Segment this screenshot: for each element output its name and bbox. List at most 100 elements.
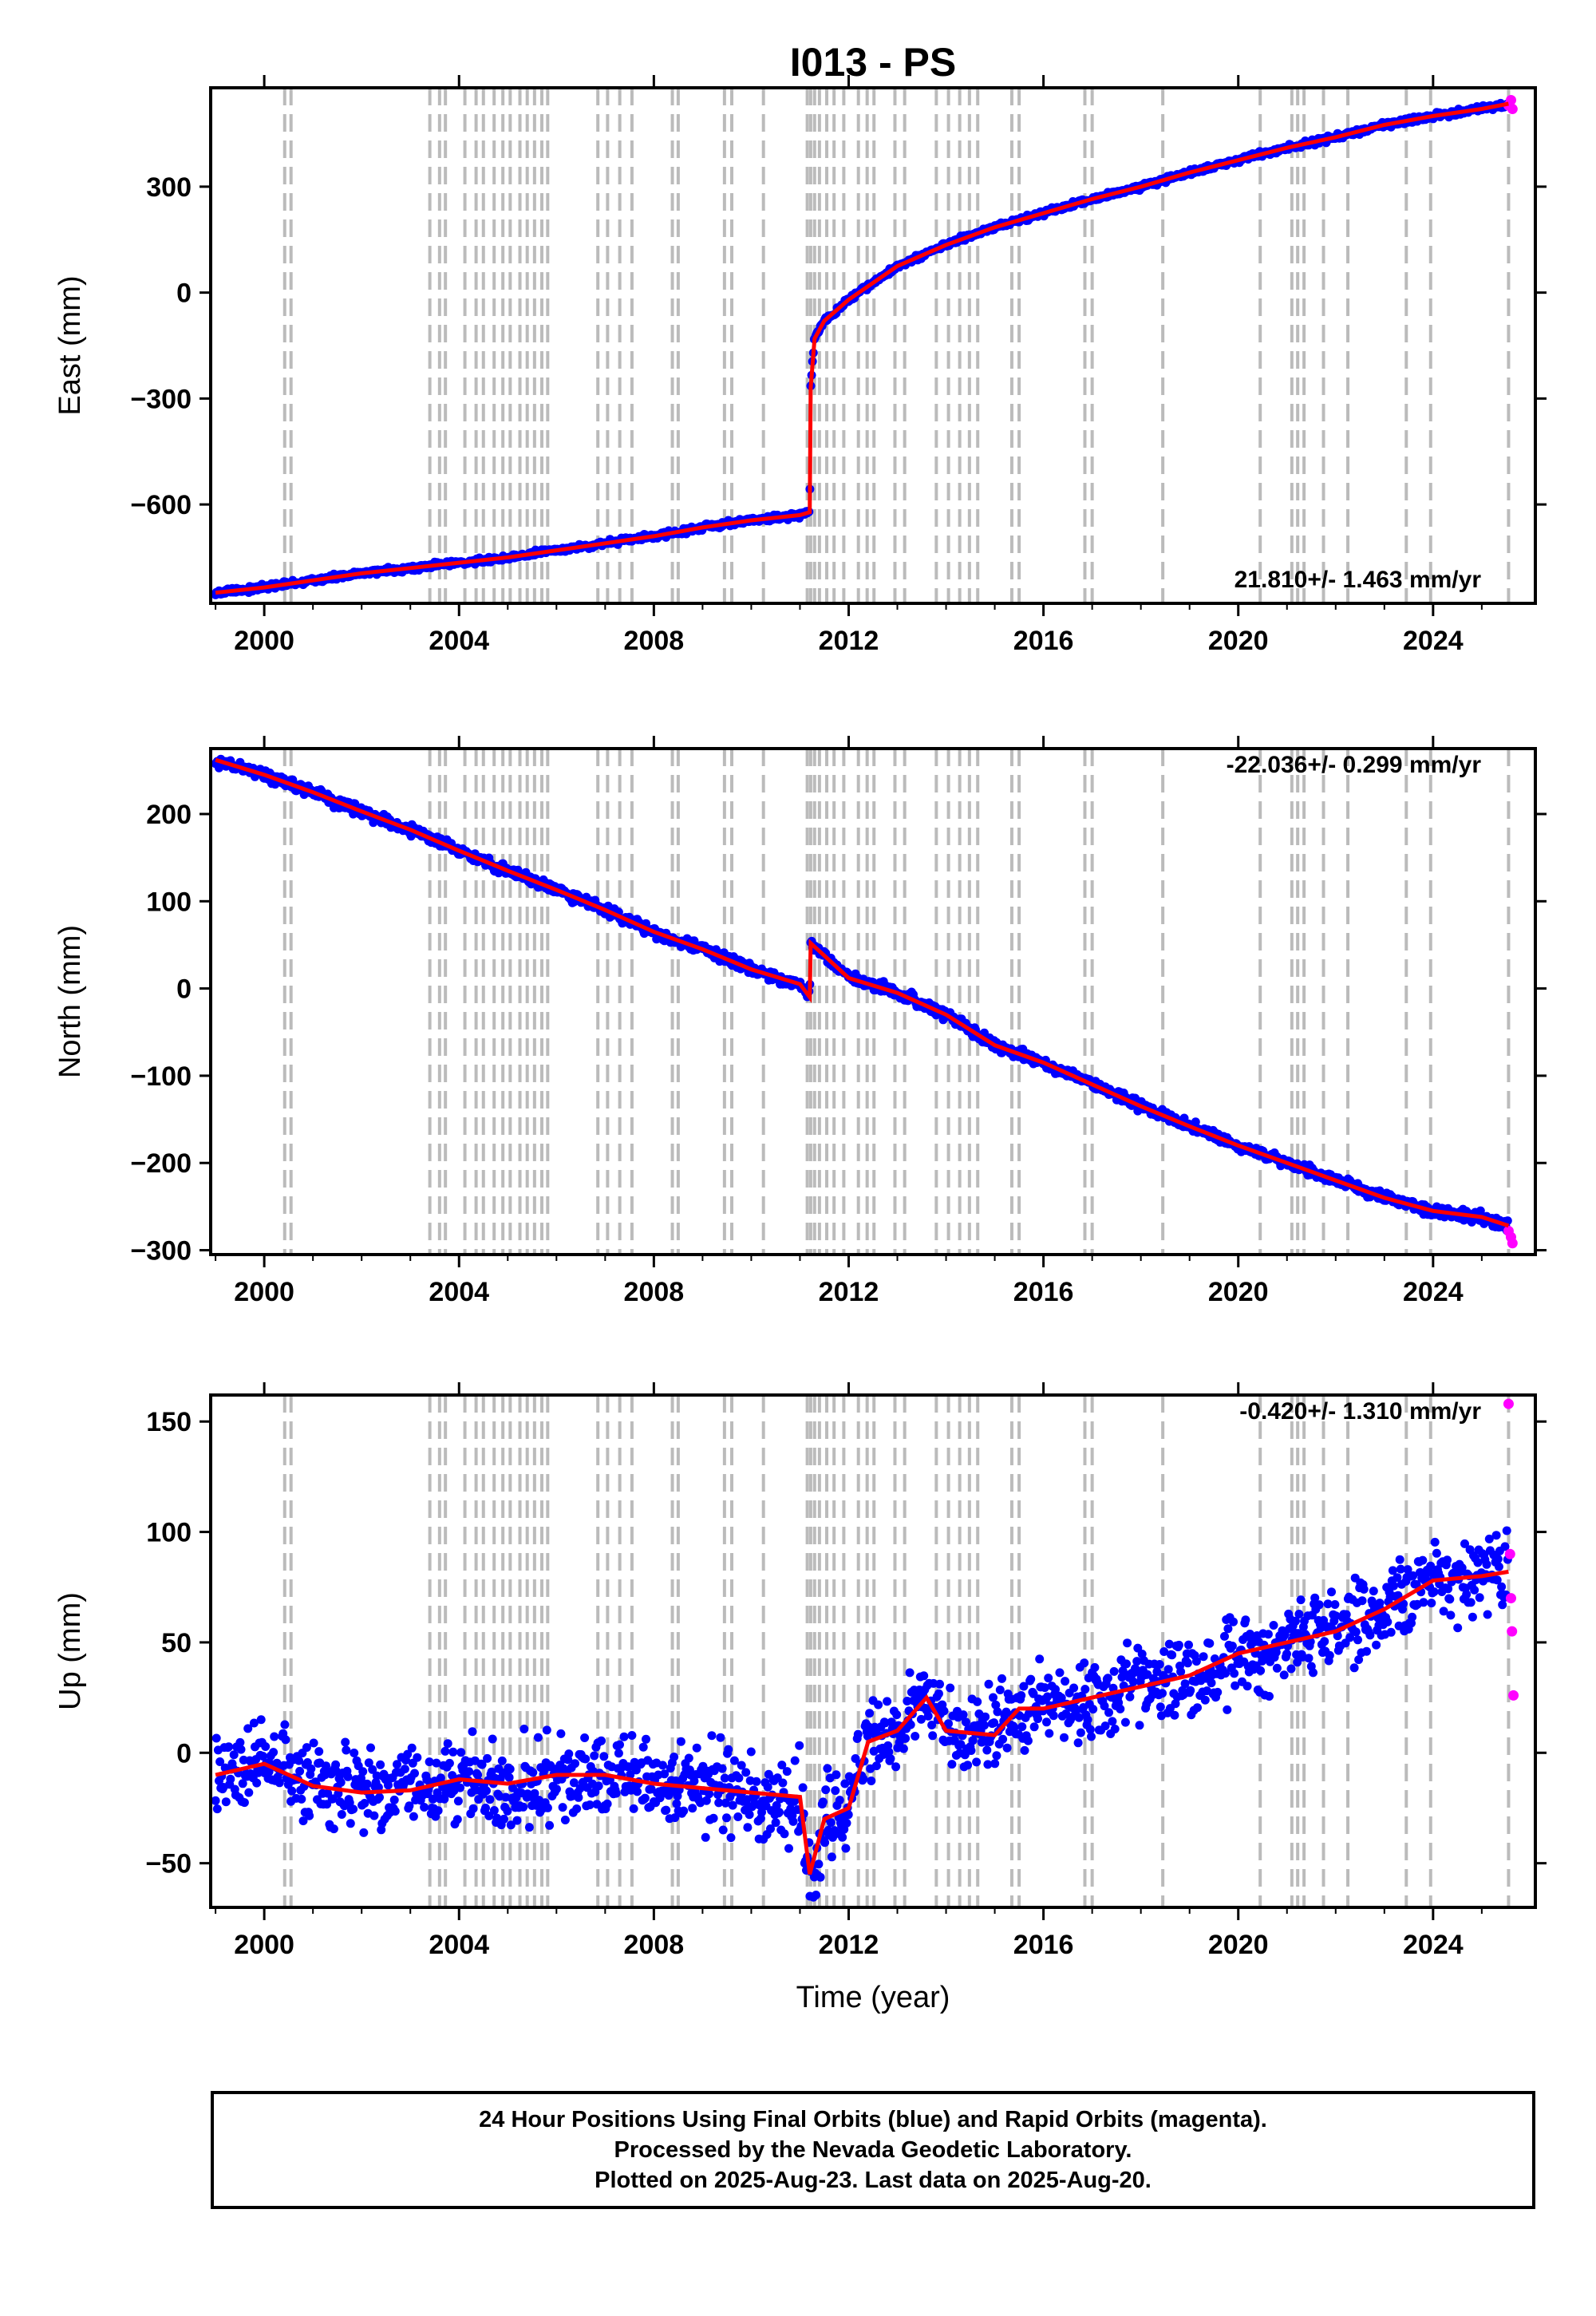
- rapid-point: [1505, 1593, 1516, 1604]
- data-point: [734, 1773, 744, 1783]
- data-point: [1128, 1677, 1138, 1686]
- data-point: [477, 1760, 487, 1769]
- data-point: [983, 1760, 993, 1769]
- data-point: [306, 1764, 316, 1773]
- data-point: [1045, 1729, 1054, 1738]
- data-point: [638, 1742, 648, 1752]
- data-point: [865, 1709, 875, 1718]
- y-tick-label: −300: [130, 384, 192, 414]
- data-point: [1491, 1531, 1501, 1540]
- data-point: [1155, 1660, 1164, 1669]
- data-point: [1158, 1689, 1167, 1698]
- data-point: [393, 1760, 401, 1769]
- data-point: [390, 1807, 400, 1816]
- data-point: [1042, 1717, 1051, 1727]
- data-point: [1241, 1615, 1250, 1625]
- data-point: [1023, 1736, 1033, 1745]
- data-point: [1029, 1722, 1039, 1732]
- data-point: [722, 1813, 731, 1823]
- data-point: [239, 1798, 249, 1808]
- data-point: [448, 1747, 458, 1757]
- data-point: [1272, 1663, 1282, 1673]
- data-point: [309, 1738, 318, 1748]
- data-point: [337, 1810, 346, 1819]
- y-tick-label: 0: [176, 279, 192, 309]
- data-point: [676, 1737, 685, 1746]
- data-point: [672, 1799, 681, 1808]
- data-point: [956, 1740, 966, 1749]
- data-point: [1231, 1681, 1240, 1690]
- data-point: [1100, 1721, 1110, 1731]
- data-point: [528, 1768, 538, 1777]
- data-point: [342, 1745, 351, 1755]
- data-point: [1354, 1655, 1364, 1665]
- panel-up: −50 0 50 100 150 Up (mm) 2000 2004 2008 2012 2016 2…: [53, 1382, 1547, 1960]
- data-point: [264, 1767, 274, 1777]
- data-point: [236, 1745, 246, 1754]
- data-point: [642, 1734, 650, 1744]
- data-point: [1498, 1600, 1507, 1610]
- data-point: [1446, 1611, 1456, 1620]
- x-tick-label: 2016: [1013, 1930, 1074, 1960]
- data-point: [1444, 1584, 1453, 1594]
- data-point: [258, 1752, 267, 1761]
- data-point: [777, 1761, 787, 1770]
- data-point: [883, 1697, 892, 1706]
- data-point: [1419, 1598, 1428, 1607]
- data-point: [530, 1788, 539, 1798]
- data-point: [990, 1759, 1000, 1769]
- data-point: [892, 1710, 902, 1720]
- data-point: [1116, 1704, 1125, 1713]
- data-point: [1443, 1555, 1452, 1565]
- data-point: [660, 1769, 670, 1779]
- data-point: [405, 1801, 414, 1811]
- data-point: [224, 1742, 234, 1752]
- data-point: [1090, 1662, 1100, 1672]
- y-axis-label: Up (mm): [53, 1592, 87, 1710]
- data-point: [519, 1802, 528, 1812]
- data-point: [1393, 1573, 1402, 1583]
- data-point: [1026, 1674, 1036, 1684]
- x-tick-label: 2016: [1013, 626, 1074, 656]
- data-point: [482, 1786, 491, 1796]
- data-point: [867, 1777, 876, 1785]
- data-point: [294, 1756, 303, 1765]
- data-point: [640, 1793, 650, 1803]
- data-point: [746, 1747, 756, 1757]
- data-point: [249, 1718, 259, 1728]
- data-point: [1383, 1617, 1393, 1626]
- data-point: [906, 1720, 915, 1729]
- data-point: [485, 1795, 495, 1804]
- data-point: [716, 1733, 725, 1742]
- data-point: [221, 1797, 231, 1807]
- data-point: [1019, 1682, 1029, 1691]
- panel-east: −600 −300 0 300 East (mm) 2000 2004 2008 2012 201…: [53, 75, 1547, 656]
- y-tick-label: 50: [161, 1628, 192, 1658]
- data-point: [728, 1800, 737, 1810]
- data-point: [503, 1806, 512, 1816]
- x-tick-label: 2000: [234, 1930, 294, 1960]
- data-point: [468, 1727, 477, 1737]
- data-point: [980, 1721, 989, 1730]
- data-point: [1331, 1611, 1341, 1621]
- data-point: [1365, 1630, 1375, 1640]
- data-point: [1184, 1640, 1193, 1650]
- y-tick-label: 150: [146, 1407, 192, 1437]
- data-point: [619, 1732, 629, 1741]
- data-point: [1213, 1687, 1223, 1697]
- data-point: [341, 1737, 350, 1747]
- data-point: [1109, 1666, 1119, 1676]
- plot-frame: [209, 747, 1537, 1256]
- data-point: [827, 1852, 836, 1862]
- data-point: [615, 1740, 624, 1749]
- data-point: [1164, 1639, 1174, 1649]
- data-point: [287, 1786, 297, 1796]
- x-tick-label: 2020: [1208, 1277, 1269, 1307]
- data-point: [403, 1749, 413, 1759]
- data-point: [614, 1749, 623, 1758]
- data-point: [295, 1766, 305, 1776]
- data-point: [788, 1816, 798, 1826]
- data-point: [252, 1778, 262, 1788]
- data-point: [905, 1668, 915, 1678]
- data-point: [1483, 1610, 1492, 1619]
